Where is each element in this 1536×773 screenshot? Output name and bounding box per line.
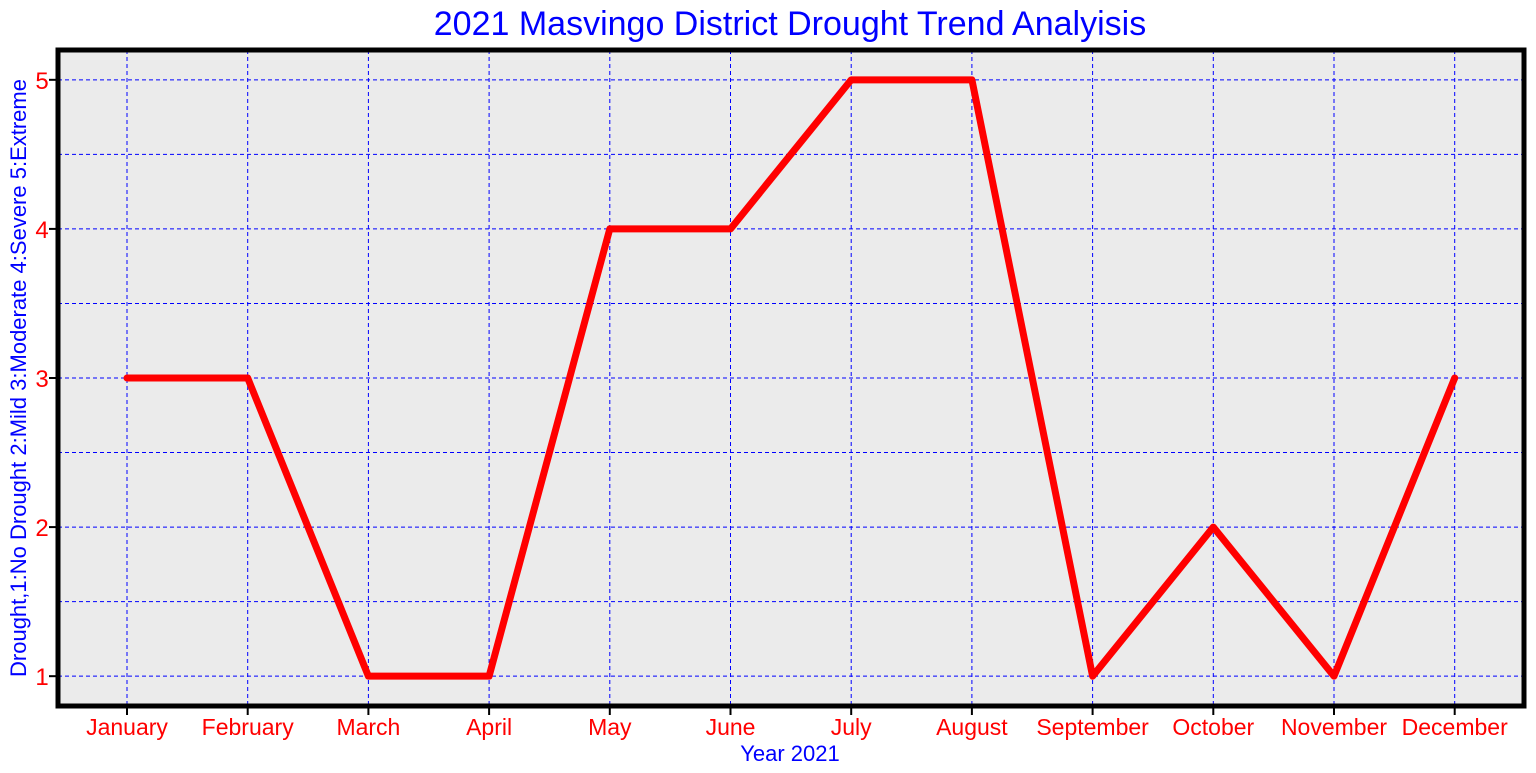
- x-tick-label: January: [86, 714, 168, 740]
- data-point: [365, 673, 371, 679]
- series-line-0: [123, 76, 1459, 680]
- y-tick-label: 2: [35, 515, 48, 542]
- x-tick-label: July: [831, 714, 872, 740]
- data-point: [124, 375, 130, 381]
- x-tick-label: December: [1402, 714, 1508, 740]
- y-tick-label: 5: [35, 68, 48, 95]
- grid-lines: [58, 50, 1524, 706]
- y-axis-ticks: 1 2 3 4 5: [35, 68, 58, 691]
- data-point: [848, 77, 854, 83]
- y-tick-label: 1: [35, 664, 48, 691]
- x-axis-label: Year 2021: [740, 741, 840, 766]
- x-tick-label: September: [1036, 714, 1149, 740]
- series-layer: [123, 76, 1459, 680]
- data-point: [1210, 524, 1216, 530]
- data-point: [245, 375, 251, 381]
- data-point: [607, 226, 613, 232]
- x-tick-label: October: [1172, 714, 1254, 740]
- x-tick-label: April: [466, 714, 512, 740]
- data-point: [728, 226, 733, 232]
- x-tick-label: February: [202, 714, 295, 740]
- x-tick-label: March: [336, 714, 400, 740]
- chart-title: 2021 Masvingo District Drought Trend Ana…: [434, 5, 1146, 43]
- y-axis-label: Drought,1:No Drought 2:Mild 3:Moderate 4…: [6, 79, 31, 677]
- x-tick-label: November: [1281, 714, 1387, 740]
- x-tick-label: May: [588, 714, 632, 740]
- data-point: [486, 673, 492, 679]
- data-point: [1452, 375, 1458, 381]
- x-axis-ticks: January February March April May June July Augu…: [86, 706, 1508, 740]
- y-tick-label: 4: [35, 217, 48, 244]
- x-tick-label: June: [706, 714, 756, 740]
- y-tick-label: 3: [35, 366, 48, 393]
- data-point: [1090, 673, 1096, 679]
- x-tick-label: August: [936, 714, 1008, 740]
- data-point: [1331, 673, 1337, 679]
- data-point: [969, 77, 975, 83]
